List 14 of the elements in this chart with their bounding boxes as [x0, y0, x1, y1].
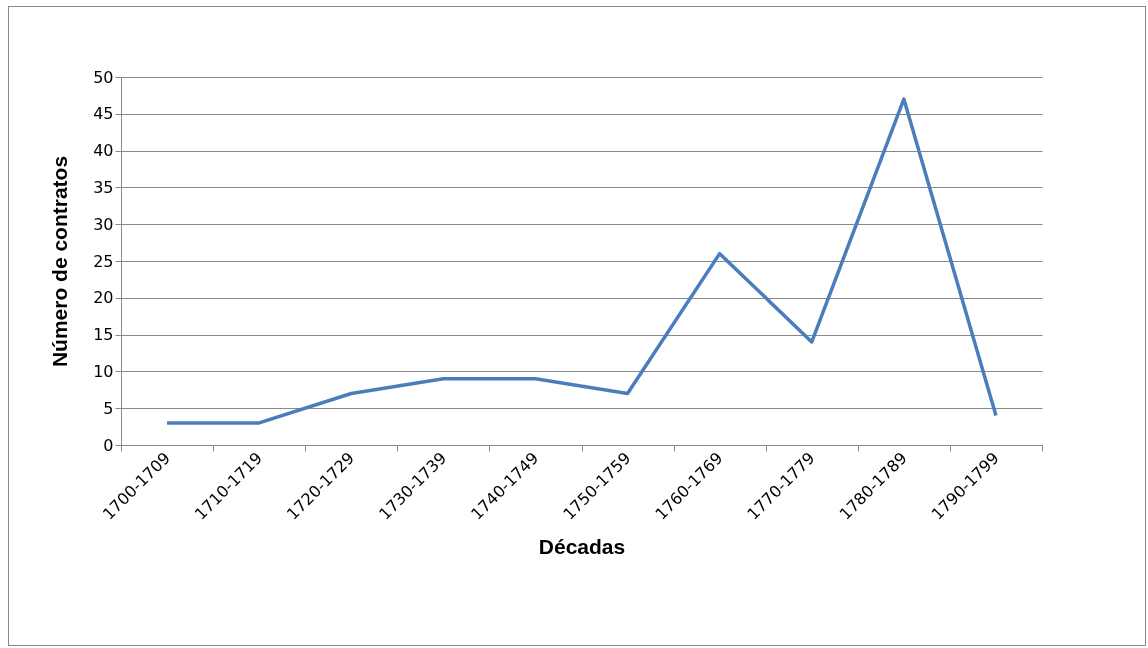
y-tick-label: 35	[93, 177, 114, 197]
line-series	[165, 97, 998, 425]
y-tick-label: 5	[103, 398, 114, 418]
y-tick-label: 0	[103, 435, 114, 455]
y-tick-label: 30	[93, 214, 114, 234]
y-tick-label: 25	[93, 251, 114, 271]
x-axis-title: Décadas	[538, 534, 626, 558]
y-tick-label: 15	[93, 325, 114, 345]
y-tick-label: 10	[93, 361, 114, 381]
y-tick-label: 45	[93, 104, 114, 124]
y-tick-label: 20	[93, 288, 114, 308]
y-tick-label: 40	[93, 141, 114, 161]
y-tick-label: 50	[93, 67, 114, 87]
y-axis-title: Número de contratos	[48, 155, 72, 368]
